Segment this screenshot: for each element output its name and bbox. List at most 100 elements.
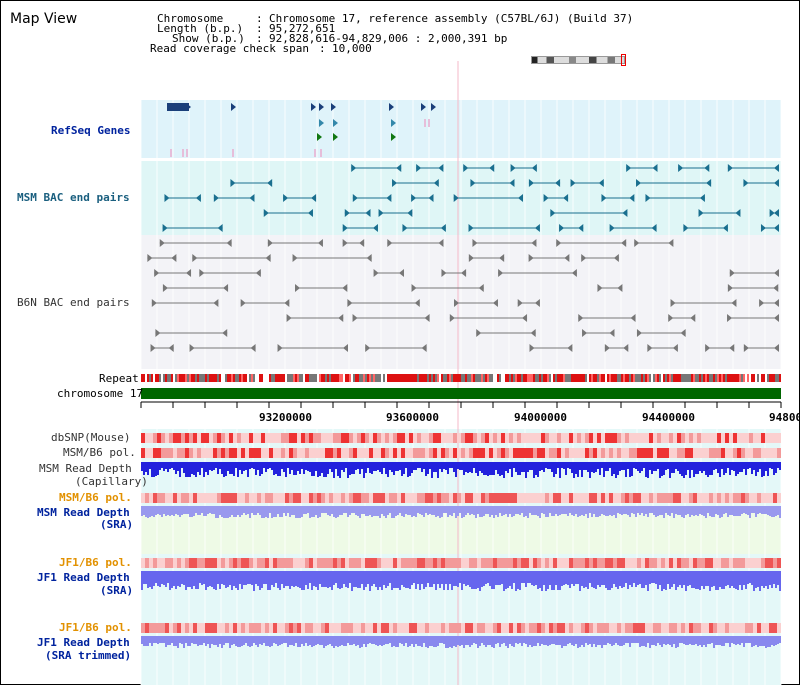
- read-depth-bar: [335, 571, 337, 583]
- read-depth-bar: [291, 636, 293, 645]
- read-depth-bar: [341, 462, 343, 470]
- polymorphism-cell: [157, 493, 161, 503]
- read-depth-bar: [603, 571, 605, 585]
- polymorphism-cell: [553, 448, 557, 458]
- polymorphism-cell: [409, 433, 413, 443]
- polymorphism-cell: [609, 493, 613, 503]
- read-depth-bar: [735, 636, 737, 645]
- polymorphism-cell: [741, 433, 745, 443]
- read-depth-bar: [651, 506, 653, 513]
- track-label-chromosome: chromosome 17: [57, 387, 144, 400]
- polymorphism-cell: [729, 623, 733, 633]
- read-depth-bar: [383, 571, 385, 585]
- polymorphism-cell: [173, 558, 177, 568]
- repeat-cell: [537, 374, 539, 382]
- read-depth-bar: [575, 636, 577, 644]
- read-depth-bar: [279, 506, 281, 517]
- polymorphism-cell: [149, 493, 153, 503]
- read-depth-bar: [473, 462, 475, 468]
- polymorphism-cell: [577, 433, 581, 443]
- read-depth-bar: [417, 571, 419, 584]
- polymorphism-cell: [769, 623, 773, 633]
- repeat-cell: [169, 374, 171, 382]
- chromosome-ideogram[interactable]: [531, 54, 626, 66]
- bac-end-marker: [468, 254, 474, 262]
- polymorphism-cell: [725, 448, 729, 458]
- show-value: 92,828,616-94,829,006 : 2,000,391 bp: [269, 32, 508, 45]
- bac-end-marker: [168, 344, 174, 352]
- read-depth-bar: [615, 506, 617, 518]
- axis-tick-4: 94400000: [642, 411, 695, 424]
- polymorphism-cell: [369, 433, 373, 443]
- read-depth-bar: [305, 506, 307, 514]
- bac-end-marker: [678, 164, 684, 172]
- track-label-b6n-bac[interactable]: B6N BAC end pairs: [17, 296, 130, 309]
- bac-end-marker: [556, 239, 562, 247]
- read-depth-bar: [555, 462, 557, 474]
- bac-end-marker: [672, 344, 678, 352]
- repeat-cell: [379, 374, 381, 382]
- repeat-cell: [157, 374, 159, 382]
- track-label-refseq[interactable]: RefSeq Genes: [51, 124, 131, 137]
- polymorphism-cell: [453, 558, 457, 568]
- bac-end-marker: [343, 344, 349, 352]
- repeat-cell: [289, 374, 291, 382]
- read-depth-bar: [493, 636, 495, 648]
- span-label: Read coverage check span: [150, 42, 309, 55]
- read-depth-bar: [763, 571, 765, 588]
- bac-end-marker: [617, 284, 623, 292]
- repeat-cell: [305, 374, 307, 382]
- polymorphism-cell: [709, 493, 713, 503]
- polymorphism-cell: [689, 493, 693, 503]
- repeat-cell: [203, 374, 205, 382]
- polymorphism-cell: [353, 623, 357, 633]
- bac-end-marker: [509, 179, 515, 187]
- read-depth-bar: [587, 571, 589, 589]
- read-depth-bar: [487, 462, 489, 476]
- polymorphism-cell: [669, 493, 673, 503]
- read-depth-bar: [295, 506, 297, 518]
- read-depth-bar: [691, 462, 693, 470]
- read-depth-bar: [763, 506, 765, 514]
- polymorphism-cell: [269, 448, 273, 458]
- read-depth-bar: [311, 462, 313, 476]
- read-depth-bar: [647, 636, 649, 643]
- read-depth-bar: [513, 636, 515, 647]
- polymorphism-cell: [665, 448, 669, 458]
- polymorphism-cell: [141, 493, 145, 503]
- read-depth-bar: [507, 571, 509, 588]
- polymorphism-cell: [525, 433, 529, 443]
- read-depth-bar: [657, 571, 659, 589]
- read-depth-bar: [737, 506, 739, 516]
- read-depth-bar: [153, 571, 155, 586]
- read-depth-bar: [595, 636, 597, 647]
- polymorphism-cell: [533, 493, 537, 503]
- read-depth-bar: [607, 636, 609, 643]
- read-depth-bar: [445, 462, 447, 470]
- read-depth-bar: [637, 571, 639, 585]
- polymorphism-cell: [373, 493, 377, 503]
- repeat-cell: [367, 374, 369, 382]
- repeat-cell: [741, 374, 743, 382]
- polymorphism-cell: [713, 433, 717, 443]
- read-depth-bar: [467, 636, 469, 645]
- read-depth-bar: [533, 462, 535, 478]
- read-depth-bar: [727, 506, 729, 517]
- read-depth-bar: [339, 506, 341, 515]
- read-depth-bar: [677, 506, 679, 515]
- read-depth-bar: [187, 571, 189, 587]
- polymorphism-cell: [429, 448, 433, 458]
- bac-end-marker: [759, 299, 765, 307]
- repeat-cell: [629, 374, 631, 382]
- track-label-msm-bac[interactable]: MSM BAC end pairs: [17, 191, 130, 204]
- polymorphism-cell: [633, 623, 637, 633]
- repeat-cell: [483, 374, 485, 382]
- read-depth-bar: [395, 636, 397, 647]
- polymorphism-cell: [329, 433, 333, 443]
- bac-end-marker: [613, 254, 619, 262]
- read-depth-bar: [661, 506, 663, 515]
- polymorphism-cell: [649, 623, 653, 633]
- read-depth-bar: [615, 571, 617, 587]
- repeat-cell: [759, 374, 761, 382]
